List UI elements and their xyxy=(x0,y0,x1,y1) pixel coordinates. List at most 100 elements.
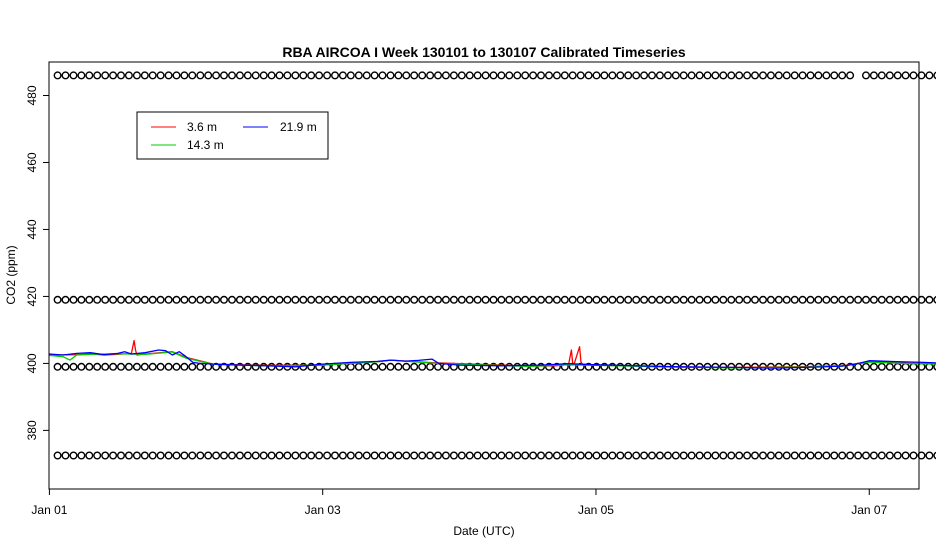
calibration-point xyxy=(497,71,506,80)
calibration-point xyxy=(116,451,125,460)
calibration-point xyxy=(251,295,260,304)
calibration-point xyxy=(933,451,936,460)
calibration-point xyxy=(576,451,585,460)
calibration-point xyxy=(418,295,427,304)
legend-box xyxy=(136,111,329,160)
calibration-point xyxy=(101,451,110,460)
calibration-point xyxy=(481,295,490,304)
calibration-point xyxy=(426,451,435,460)
calibration-point xyxy=(132,71,141,80)
calibration-point xyxy=(323,71,332,80)
calibration-point xyxy=(212,362,221,371)
calibration-point xyxy=(331,295,340,304)
calibration-point xyxy=(124,295,133,304)
calibration-point xyxy=(196,451,205,460)
calibration-point xyxy=(219,71,228,80)
calibration-point xyxy=(61,71,70,80)
calibration-point xyxy=(679,451,688,460)
calibration-point xyxy=(782,295,791,304)
calibration-point xyxy=(315,71,324,80)
calibration-point xyxy=(410,451,419,460)
calibration-point xyxy=(418,362,427,371)
calibration-point xyxy=(227,451,236,460)
calibration-point xyxy=(751,71,760,80)
calibration-point xyxy=(53,295,62,304)
calibration-point xyxy=(695,71,704,80)
calibration-point xyxy=(101,362,110,371)
calibration-point xyxy=(116,71,125,80)
calibration-point xyxy=(188,71,197,80)
calibration-point xyxy=(679,295,688,304)
calibration-point xyxy=(93,71,102,80)
calibration-point xyxy=(180,295,189,304)
calibration-point xyxy=(386,362,395,371)
calibration-point xyxy=(362,295,371,304)
calibration-point xyxy=(727,451,736,460)
calibration-point xyxy=(315,362,324,371)
calibration-point xyxy=(877,295,886,304)
calibration-point xyxy=(259,451,268,460)
calibration-point xyxy=(854,295,863,304)
calibration-point xyxy=(473,451,482,460)
calibration-point xyxy=(759,71,768,80)
calibration-point xyxy=(671,71,680,80)
calibration-point xyxy=(719,71,728,80)
calibration-point xyxy=(798,71,807,80)
calibration-point xyxy=(529,451,538,460)
calibration-point xyxy=(465,451,474,460)
calibration-point xyxy=(331,71,340,80)
calibration-point xyxy=(822,295,831,304)
calibration-point xyxy=(624,71,633,80)
calibration-point xyxy=(774,451,783,460)
calibration-point xyxy=(53,451,62,460)
calibration-point xyxy=(592,362,601,371)
calibration-point xyxy=(77,71,86,80)
calibration-point xyxy=(560,71,569,80)
calibration-point xyxy=(854,451,863,460)
calibration-point xyxy=(743,71,752,80)
calibration-point xyxy=(608,451,617,460)
calibration-point xyxy=(315,451,324,460)
calibration-point xyxy=(212,295,221,304)
calibration-point xyxy=(61,451,70,460)
calibration-point xyxy=(299,71,308,80)
calibration-point xyxy=(576,295,585,304)
calibration-point xyxy=(307,451,316,460)
calibration-point xyxy=(846,295,855,304)
calibration-point xyxy=(537,71,546,80)
legend-label-14-3m: 14.3 m xyxy=(187,138,224,152)
calibration-point xyxy=(592,71,601,80)
calibration-point xyxy=(584,295,593,304)
calibration-point xyxy=(315,295,324,304)
calibration-point xyxy=(116,295,125,304)
x-tick-label: Jan 03 xyxy=(305,503,341,517)
calibration-point xyxy=(212,71,221,80)
calibration-point xyxy=(188,451,197,460)
calibration-point xyxy=(259,295,268,304)
calibration-point xyxy=(735,295,744,304)
calibration-point xyxy=(624,451,633,460)
calibration-point xyxy=(584,362,593,371)
calibration-point xyxy=(600,451,609,460)
calibration-point xyxy=(838,295,847,304)
calibration-point xyxy=(790,451,799,460)
calibration-point xyxy=(465,71,474,80)
calibration-point xyxy=(180,451,189,460)
calibration-point xyxy=(751,295,760,304)
calibration-point xyxy=(560,451,569,460)
calibration-point xyxy=(901,451,910,460)
calibration-point xyxy=(727,295,736,304)
calibration-point xyxy=(751,451,760,460)
calibration-point xyxy=(766,295,775,304)
calibration-point xyxy=(457,451,466,460)
calibration-point xyxy=(869,71,878,80)
calibration-point xyxy=(394,295,403,304)
calibration-point xyxy=(759,295,768,304)
calibration-point xyxy=(489,71,498,80)
calibration-point xyxy=(901,295,910,304)
calibration-point xyxy=(537,451,546,460)
calibration-point xyxy=(441,71,450,80)
calibration-point xyxy=(545,362,554,371)
calibration-point xyxy=(243,451,252,460)
calibration-point xyxy=(219,295,228,304)
